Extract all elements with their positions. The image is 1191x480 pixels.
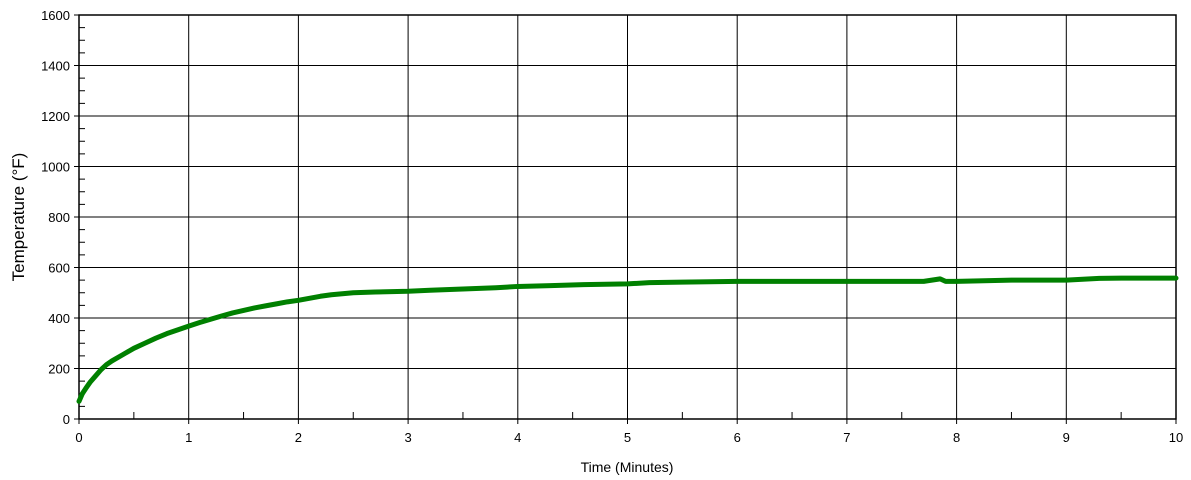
x-tick-label: 1 bbox=[185, 430, 192, 445]
x-tick-label: 9 bbox=[1063, 430, 1070, 445]
y-tick-label: 1400 bbox=[41, 59, 70, 74]
y-tick-label: 1000 bbox=[41, 160, 70, 175]
x-tick-label: 0 bbox=[75, 430, 82, 445]
x-tick-labels: 0 1 2 3 4 5 6 7 8 9 10 bbox=[75, 430, 1183, 445]
x-axis-label: Time (Minutes) bbox=[581, 459, 674, 475]
y-tick-label: 400 bbox=[48, 311, 70, 326]
x-tick-label: 10 bbox=[1169, 430, 1183, 445]
x-tick-label: 7 bbox=[843, 430, 850, 445]
grid bbox=[79, 15, 1176, 419]
x-tick-label: 2 bbox=[295, 430, 302, 445]
y-tick-label: 600 bbox=[48, 261, 70, 276]
y-tick-labels: 0 200 400 600 800 1000 1200 1400 1600 bbox=[41, 8, 70, 427]
minor-ticks bbox=[74, 14, 1177, 424]
x-tick-label: 5 bbox=[624, 430, 631, 445]
x-tick-label: 8 bbox=[953, 430, 960, 445]
y-tick-label: 1200 bbox=[41, 109, 70, 124]
series bbox=[76, 275, 1179, 404]
x-tick-label: 6 bbox=[734, 430, 741, 445]
y-tick-label: 800 bbox=[48, 210, 70, 225]
x-tick-label: 3 bbox=[404, 430, 411, 445]
y-tick-label: 200 bbox=[48, 362, 70, 377]
series-line bbox=[76, 275, 1179, 404]
y-tick-label: 0 bbox=[63, 412, 70, 427]
y-axis-label: Temperature (°F) bbox=[9, 153, 28, 282]
y-tick-label: 1600 bbox=[41, 8, 70, 23]
x-tick-label: 4 bbox=[514, 430, 521, 445]
